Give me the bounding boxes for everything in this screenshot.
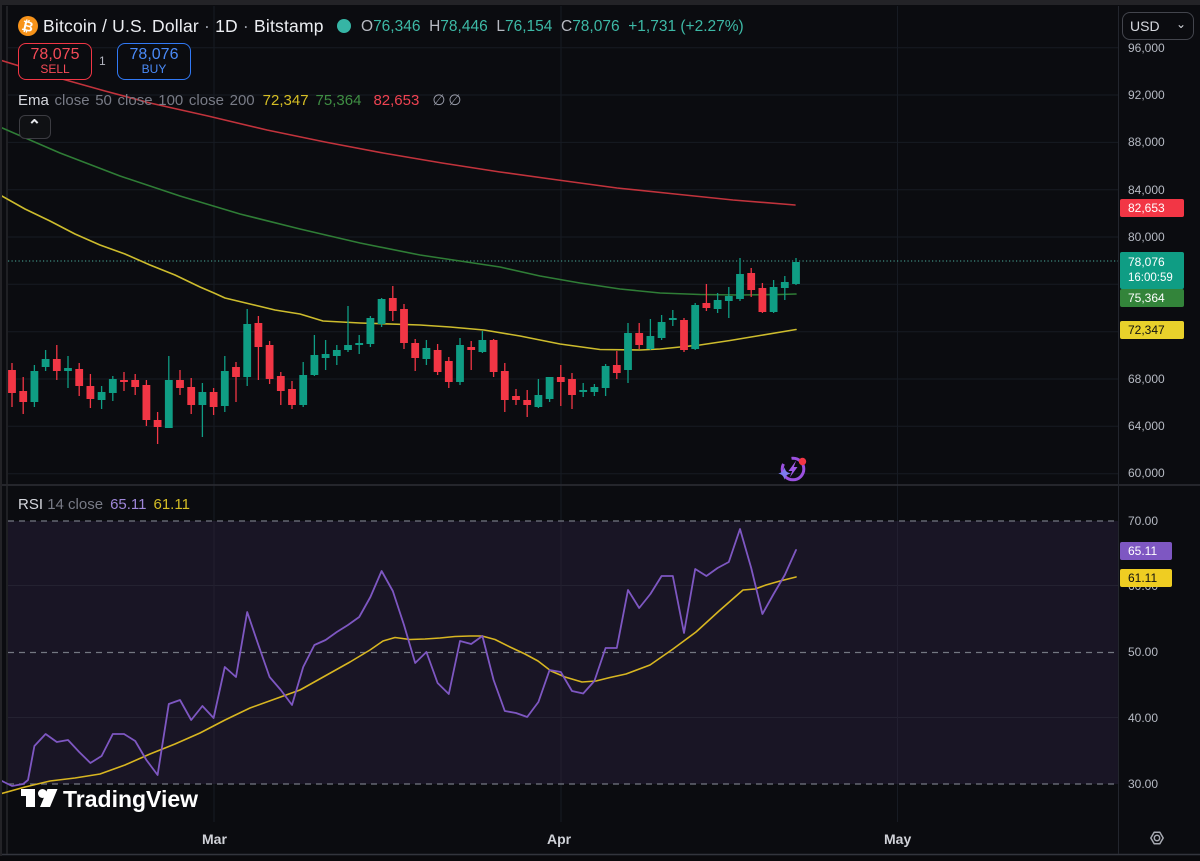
svg-text:TradingView: TradingView (63, 786, 198, 812)
